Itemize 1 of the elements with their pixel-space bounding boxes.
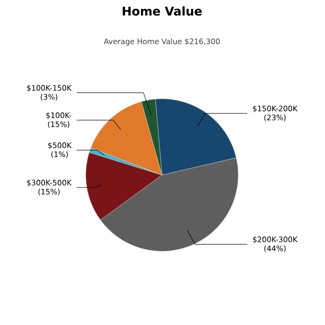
chart-title: Home Value xyxy=(122,6,202,16)
